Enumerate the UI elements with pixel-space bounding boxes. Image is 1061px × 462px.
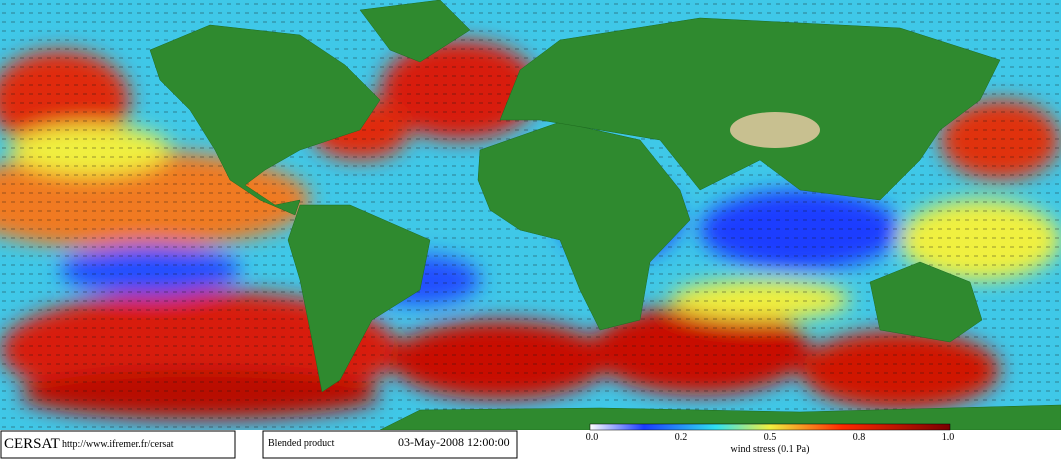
product: Blended product <box>268 438 335 449</box>
product-box <box>262 430 518 459</box>
colorbar-label: wind stress (0.1 Pa) <box>731 444 810 455</box>
colorbar-tick-label: 0.8 <box>853 432 866 443</box>
land <box>149 0 1061 431</box>
colorbar-tick-label: 1.0 <box>942 432 955 443</box>
colorbar-tick-label: 0.5 <box>764 432 777 443</box>
colorbar-tick-label: 0.2 <box>675 432 688 443</box>
datetime: 03-May-2008 12:00:00 <box>398 435 510 449</box>
logo-box <box>0 430 236 459</box>
url: http://www.ifremer.fr/cersat <box>62 439 174 450</box>
colorbar-ticks: 0.0 0.2 0.5 0.8 1.0 <box>586 432 955 443</box>
colorbar-tick-label: 0.0 <box>586 432 599 443</box>
colorbar <box>589 423 951 431</box>
logo: CERSAT <box>4 436 60 452</box>
